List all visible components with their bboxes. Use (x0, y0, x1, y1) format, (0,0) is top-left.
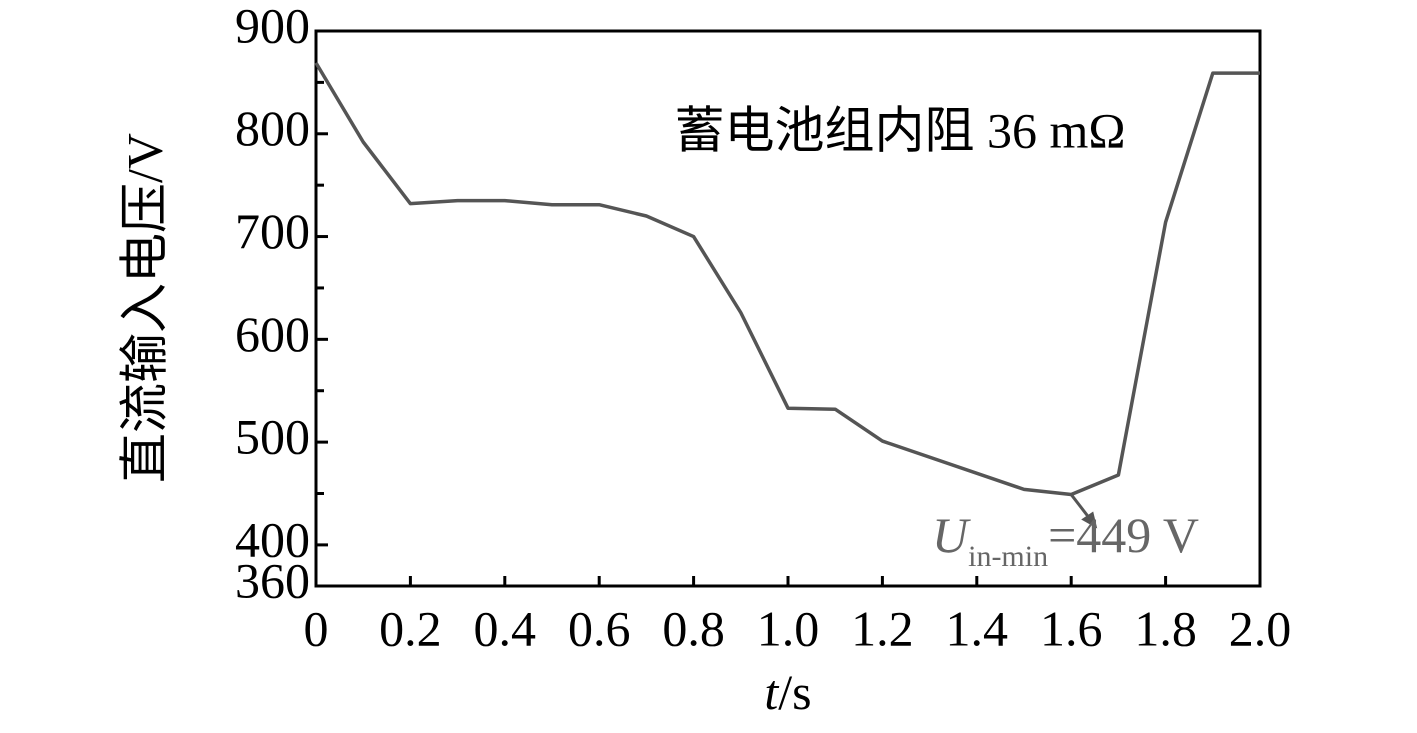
y-tick-label: 500 (235, 409, 310, 465)
x-tick-label: 0 (304, 600, 329, 656)
x-tick-label: 1.0 (757, 600, 820, 656)
x-axis-label: t/s (764, 664, 811, 720)
annotation: Uin-min=449 V (932, 507, 1199, 572)
x-tick-label: 0.6 (568, 600, 631, 656)
annotation-symbol: U (932, 507, 971, 563)
y-tick-label: 400 (235, 511, 310, 567)
x-tick-label: 0.4 (474, 600, 537, 656)
y-tick-label: 800 (235, 100, 310, 156)
y-axis-label: 直流输入电压/V (116, 133, 172, 483)
x-tick-label: 1.4 (946, 600, 1009, 656)
y-tick-label: 900 (235, 0, 310, 53)
y-tick-label: 600 (235, 306, 310, 362)
x-tick-label: 2.0 (1229, 600, 1292, 656)
x-tick-label: 0.8 (662, 600, 725, 656)
data-line (314, 61, 1260, 497)
y-tick-label: 360 (235, 552, 310, 608)
x-tick-label: 1.2 (851, 600, 914, 656)
x-tick-label: 1.8 (1134, 600, 1197, 656)
annotation-subscript: in-min (968, 540, 1048, 573)
annotation-text: =449 V (1048, 507, 1199, 563)
x-tick-label: 0.2 (379, 600, 442, 656)
chart-title: 蓄电池组内阻 36 mΩ (674, 102, 1125, 158)
annotation-arrowhead (1081, 511, 1098, 529)
y-tick-label: 700 (235, 203, 310, 259)
x-tick-label: 1.6 (1040, 600, 1103, 656)
